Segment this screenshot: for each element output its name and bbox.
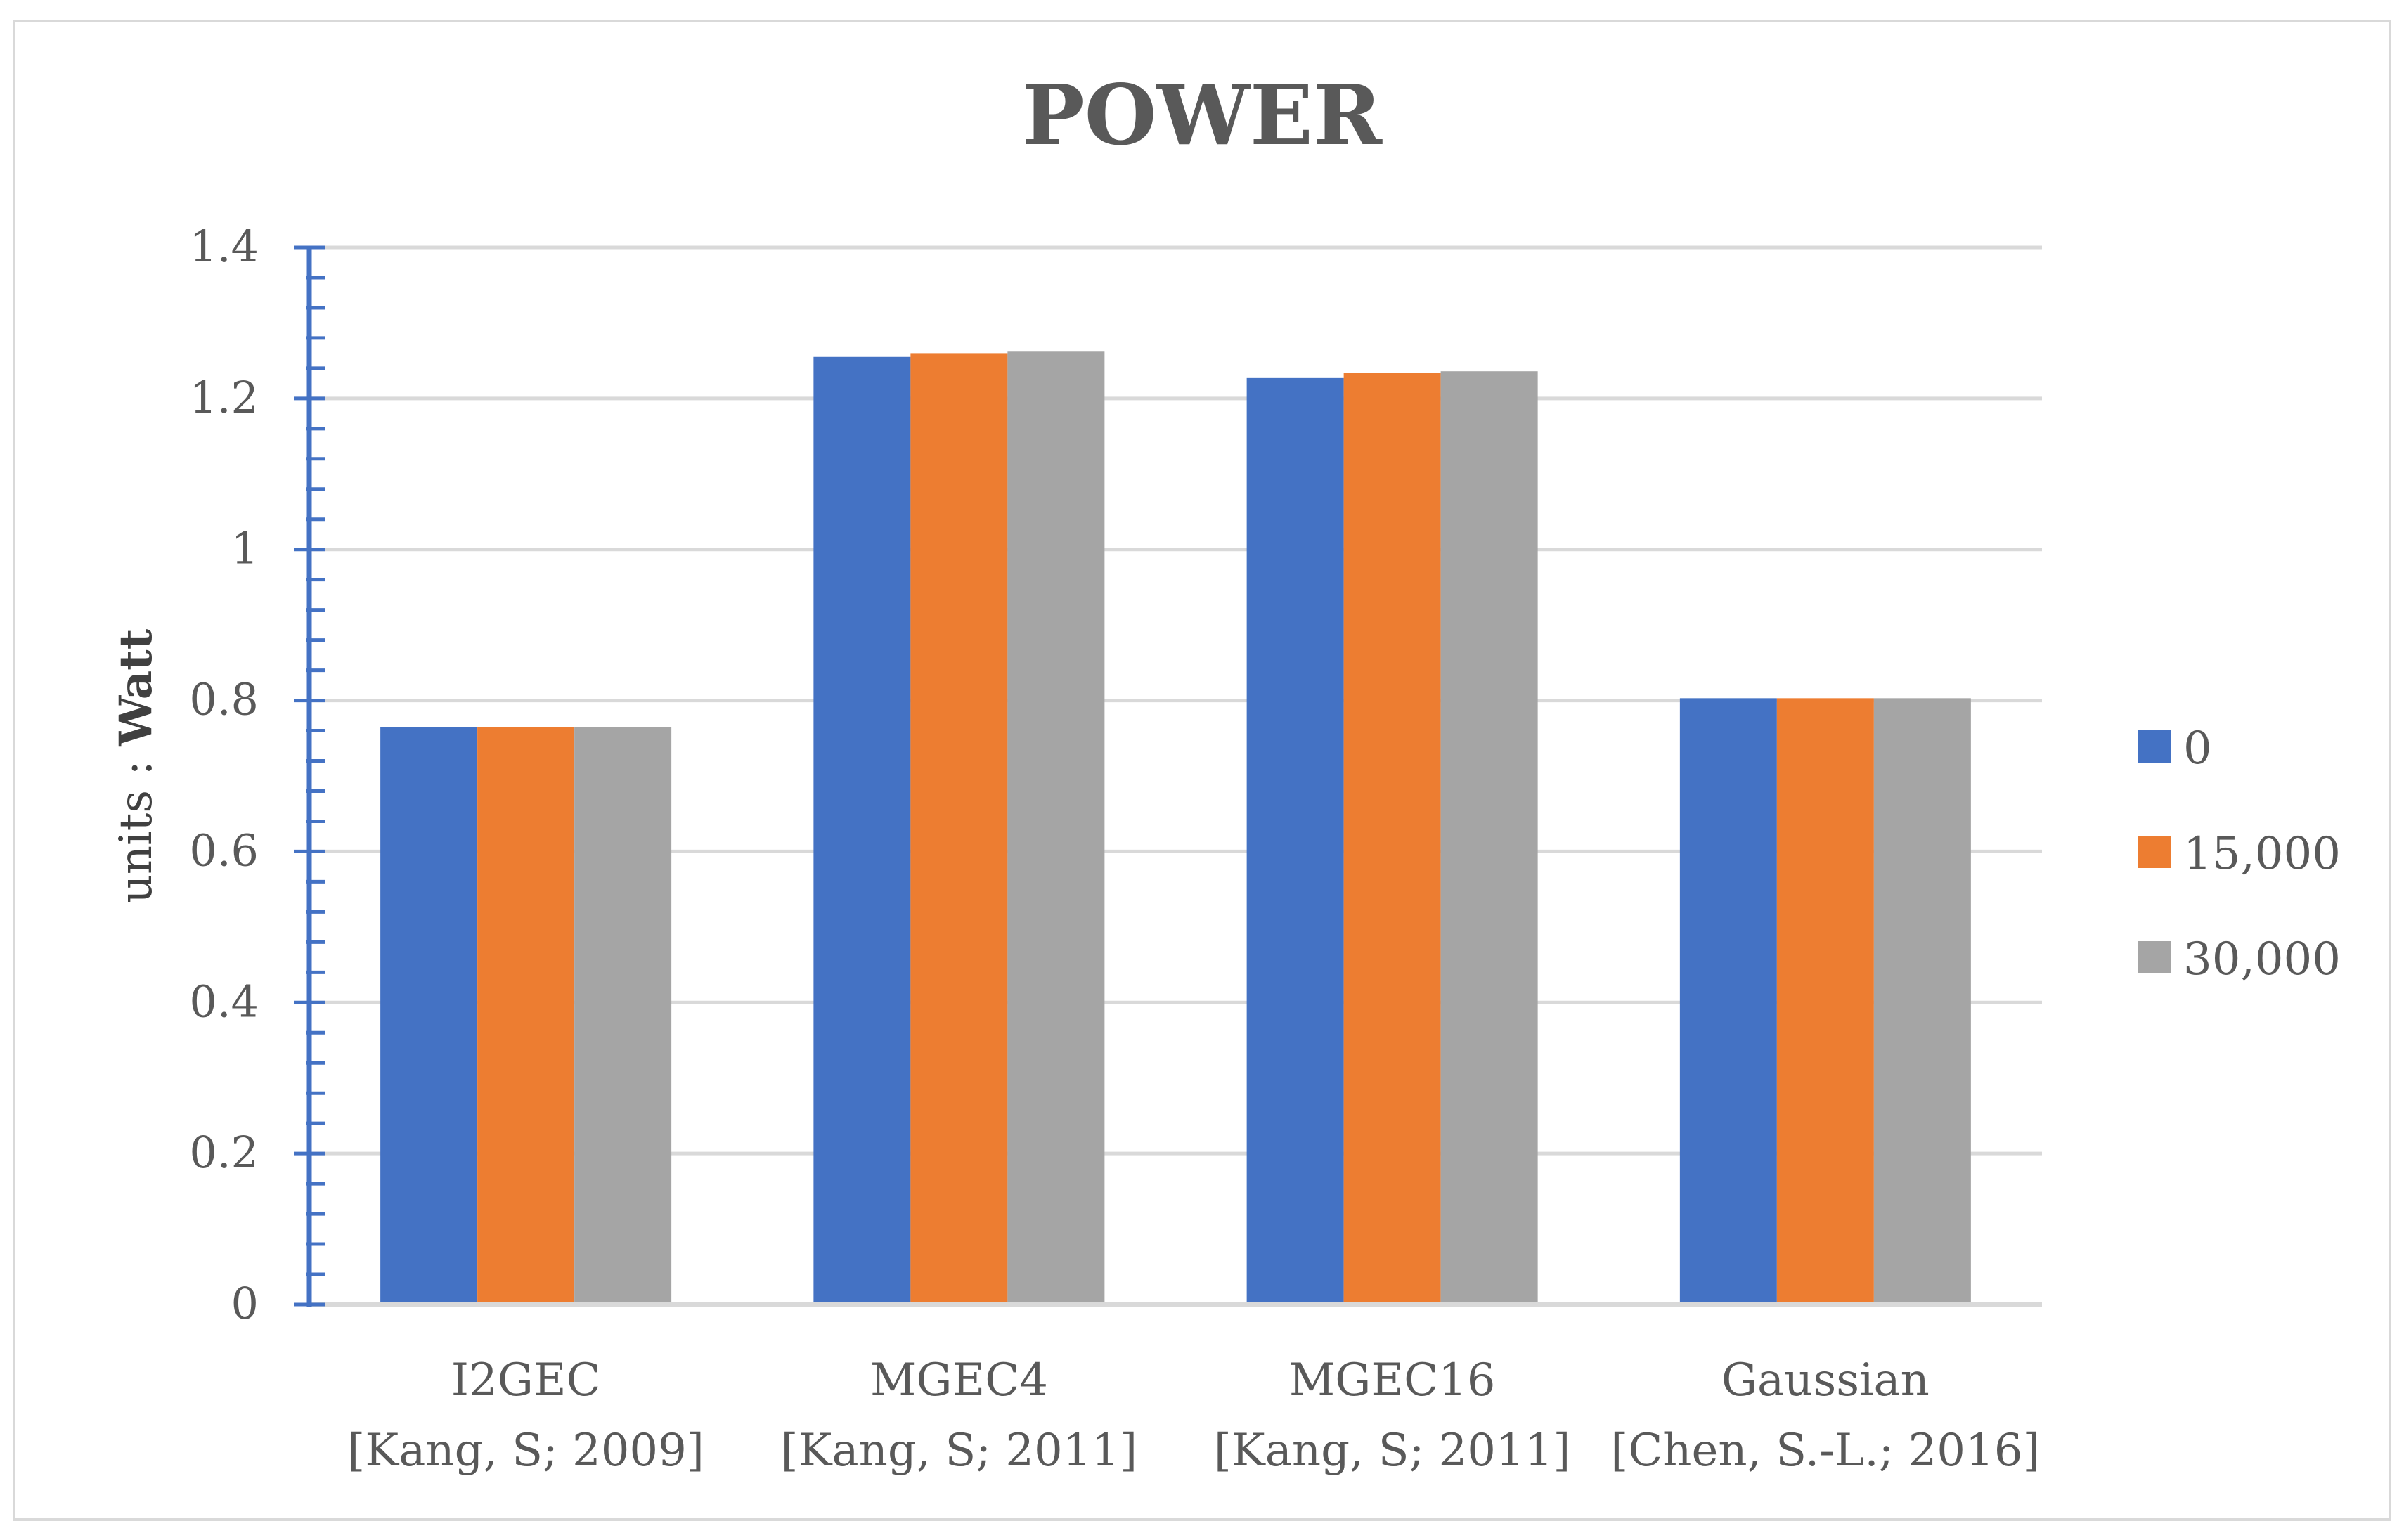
y-tick-label: 1.4 — [189, 221, 259, 272]
bar — [1679, 698, 1777, 1305]
x-tick-label: MGEC16 — [1289, 1354, 1496, 1406]
x-tick-labels: I2GEC [Kang, S; 2009] MGEC4 [Kang, S; 2011]… — [347, 1354, 2040, 1477]
chart-title: POWER — [1022, 66, 1383, 164]
y-tick-label: 0.8 — [189, 674, 259, 725]
y-axis-label-unit: Watt — [110, 628, 162, 746]
x-tick-sublabel: [Kang, S; 2011] — [1214, 1425, 1570, 1477]
legend-swatch — [2138, 941, 2171, 973]
y-tick-label: 0 — [231, 1278, 259, 1329]
bar — [574, 727, 672, 1305]
bar — [1440, 371, 1538, 1305]
legend-swatch — [2138, 730, 2171, 763]
legend-label: 15,000 — [2183, 828, 2341, 880]
y-tick-label: 0.6 — [189, 824, 259, 876]
legend-swatch — [2138, 836, 2171, 868]
bar — [380, 727, 478, 1305]
legend: 0 15,000 30,000 — [2138, 723, 2341, 985]
bar — [1343, 373, 1441, 1305]
y-tick-label: 0.4 — [189, 976, 259, 1027]
x-tick-sublabel: [Kang, S; 2011] — [781, 1425, 1137, 1477]
y-tick-label: 0.2 — [189, 1127, 259, 1178]
x-tick-label: MGEC4 — [870, 1354, 1048, 1406]
x-tick-label: I2GEC — [451, 1354, 601, 1406]
bar — [1873, 698, 1971, 1305]
legend-label: 0 — [2183, 723, 2212, 775]
bar — [1007, 351, 1105, 1305]
x-tick-sublabel: [Kang, S; 2009] — [347, 1425, 704, 1477]
bar — [477, 727, 575, 1305]
bar — [1776, 698, 1874, 1305]
y-axis-label: units : Watt — [110, 628, 162, 903]
y-axis-label-prefix: units : — [110, 746, 162, 904]
bars — [380, 351, 1971, 1305]
y-tick-label: 1.2 — [189, 372, 259, 423]
axes — [294, 245, 2042, 1307]
legend-label: 30,000 — [2183, 933, 2341, 985]
x-tick-sublabel: [Chen, S.-L.; 2016] — [1610, 1425, 2040, 1477]
bar — [910, 353, 1008, 1305]
x-tick-label: Gaussian — [1721, 1354, 1930, 1406]
bar — [1246, 377, 1344, 1305]
y-tick-label: 1 — [231, 523, 259, 574]
bar — [813, 356, 911, 1305]
y-tick-labels: 0 0.2 0.4 0.6 0.8 1 1.2 1.4 — [189, 221, 259, 1329]
